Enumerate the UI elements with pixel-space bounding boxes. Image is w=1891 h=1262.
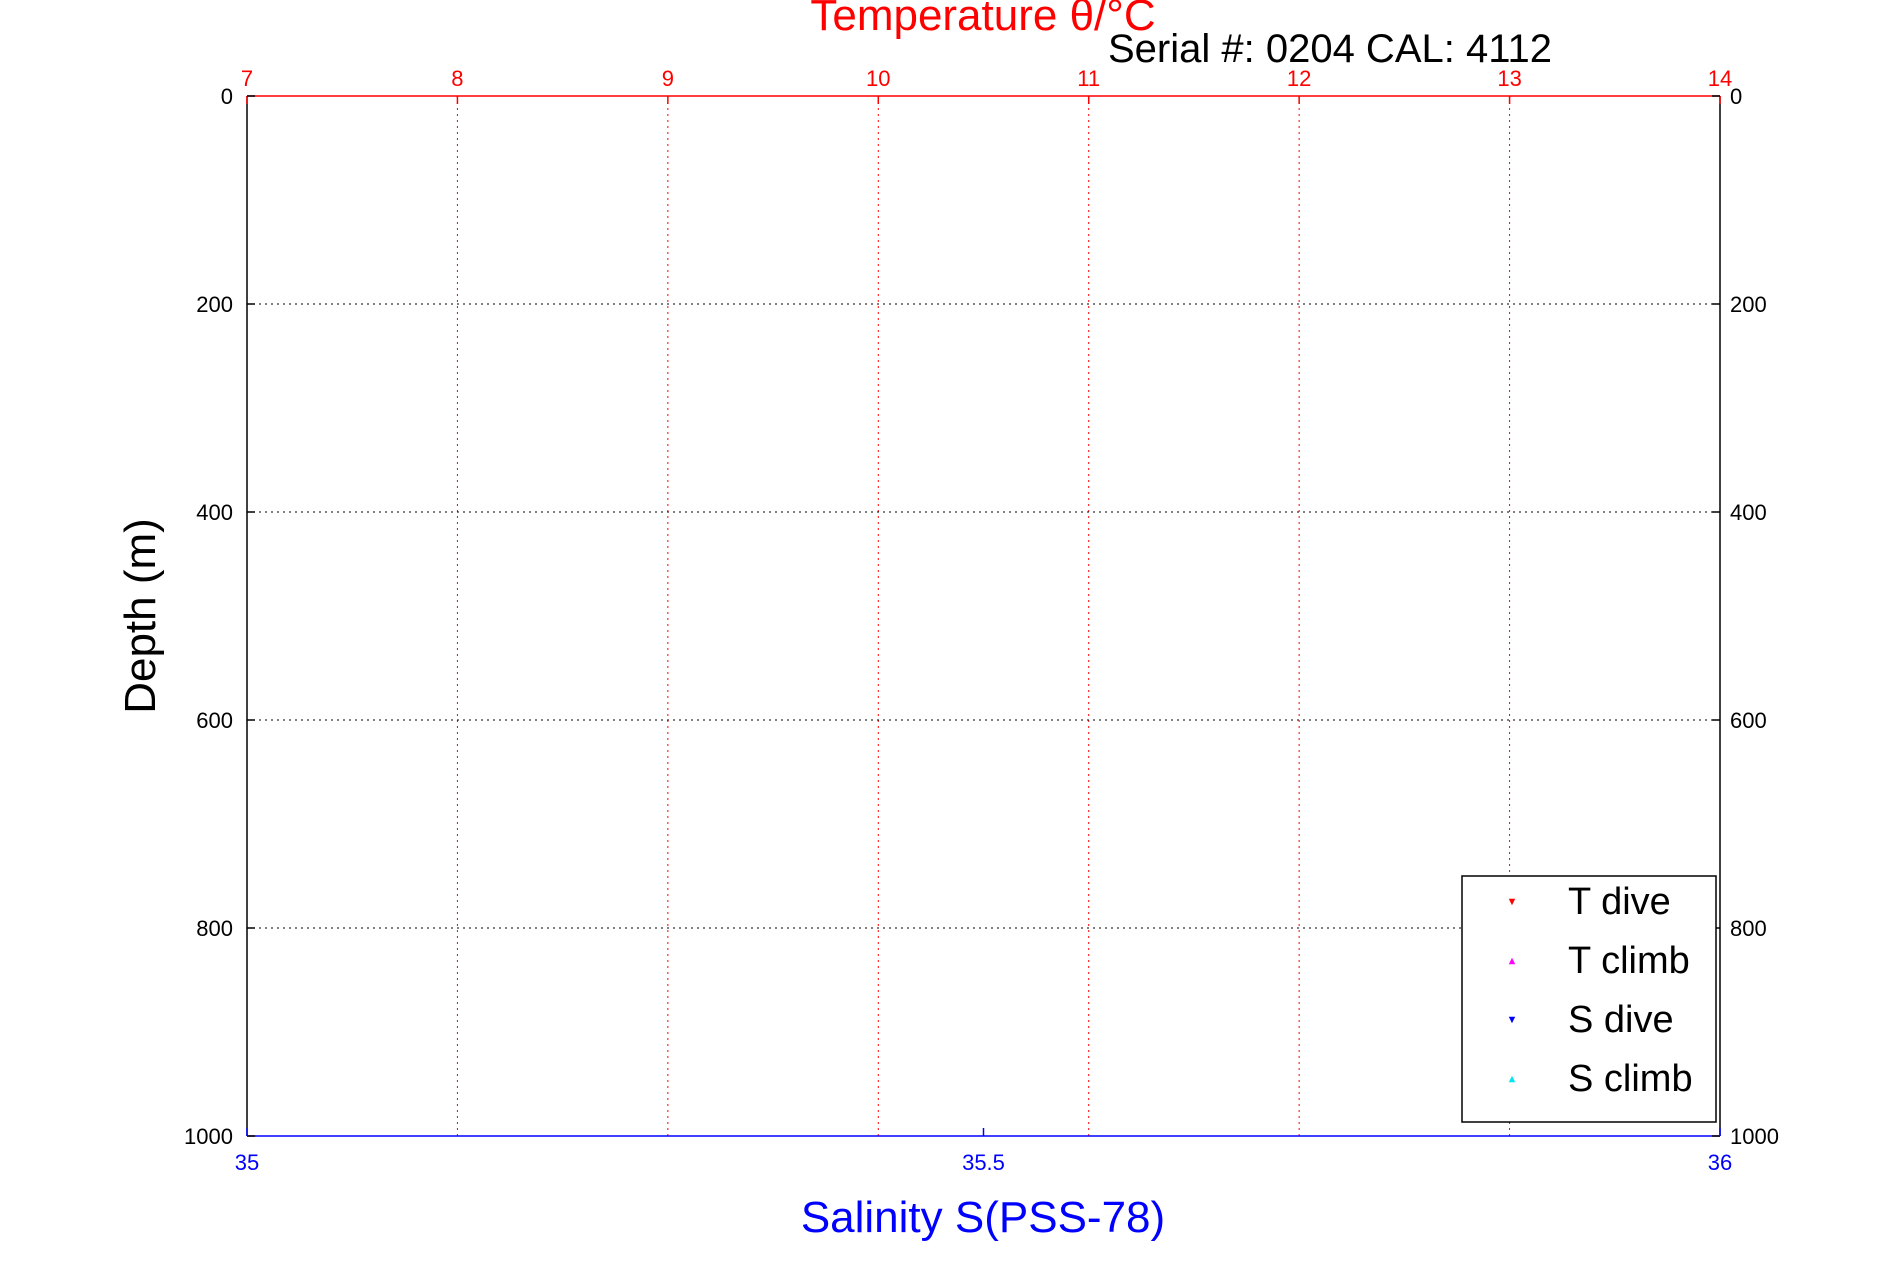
- chart-subtitle: Serial #: 0204 CAL: 4112: [1108, 27, 1552, 71]
- top-tick-label: 7: [241, 66, 253, 91]
- legend: T dive T climb S dive S climb: [1461, 875, 1717, 1123]
- left-tick-label: 0: [221, 84, 233, 109]
- legend-label: S dive: [1568, 999, 1674, 1041]
- legend-box: [1461, 875, 1717, 1123]
- y-axis-label: Depth (m): [116, 518, 165, 714]
- bottom-tick-label: 36: [1708, 1150, 1732, 1175]
- legend-marker: [1508, 957, 1516, 965]
- x-axis-label: Salinity S(PSS-78): [801, 1193, 1165, 1242]
- left-tick-label: 400: [196, 500, 233, 525]
- right-tick-label: 400: [1730, 500, 1767, 525]
- legend-marker: [1508, 1075, 1516, 1083]
- left-tick-label: 1000: [184, 1124, 233, 1149]
- bottom-tick-label: 35: [235, 1150, 259, 1175]
- top-tick-label: 8: [451, 66, 463, 91]
- legend-label: T climb: [1568, 940, 1690, 982]
- right-tick-label: 0: [1730, 84, 1742, 109]
- legend-marker: [1508, 1016, 1516, 1024]
- top-tick-label: 12: [1287, 66, 1311, 91]
- top-tick-label: 13: [1497, 66, 1521, 91]
- right-tick-label: 200: [1730, 292, 1767, 317]
- left-tick-label: 600: [196, 708, 233, 733]
- top-tick-label: 10: [866, 66, 890, 91]
- legend-label: T dive: [1568, 881, 1671, 923]
- right-tick-label: 1000: [1730, 1124, 1779, 1149]
- legend-marker: [1508, 898, 1516, 906]
- top-tick-label: 14: [1708, 66, 1732, 91]
- legend-label: S climb: [1568, 1058, 1693, 1100]
- bottom-tick-label: 35.5: [962, 1150, 1005, 1175]
- left-tick-label: 200: [196, 292, 233, 317]
- top-tick-label: 9: [662, 66, 674, 91]
- left-tick-label: 800: [196, 916, 233, 941]
- top-tick-label: 11: [1077, 66, 1100, 91]
- right-tick-label: 800: [1730, 916, 1767, 941]
- chart-title: Temperature θ/°C: [810, 0, 1155, 40]
- right-tick-label: 600: [1730, 708, 1767, 733]
